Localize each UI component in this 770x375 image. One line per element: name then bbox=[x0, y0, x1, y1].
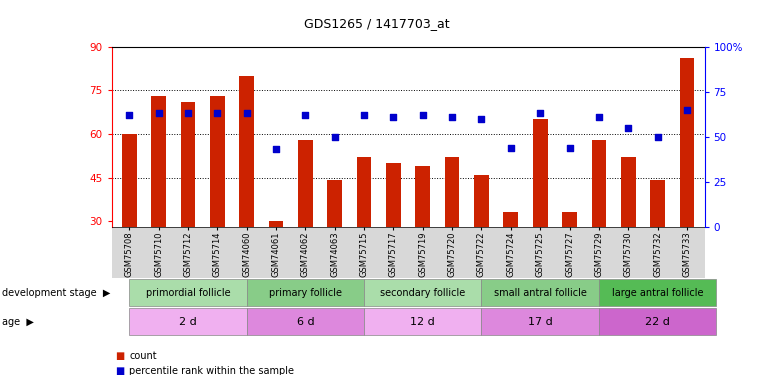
Text: secondary follicle: secondary follicle bbox=[380, 288, 465, 298]
Point bbox=[681, 107, 693, 113]
Point bbox=[270, 147, 282, 153]
Text: 6 d: 6 d bbox=[296, 317, 314, 327]
Bar bbox=[416, 166, 430, 308]
Text: 12 d: 12 d bbox=[410, 317, 435, 327]
Point bbox=[211, 111, 223, 117]
Bar bbox=[151, 96, 166, 308]
Text: ■: ■ bbox=[116, 366, 125, 375]
Bar bbox=[122, 134, 136, 308]
Bar bbox=[210, 96, 225, 308]
Point bbox=[534, 111, 547, 117]
Text: development stage  ▶: development stage ▶ bbox=[2, 288, 110, 298]
Text: primary follicle: primary follicle bbox=[269, 288, 342, 298]
Text: large antral follicle: large antral follicle bbox=[612, 288, 703, 298]
Bar bbox=[533, 120, 547, 308]
Text: primordial follicle: primordial follicle bbox=[146, 288, 230, 298]
Bar bbox=[327, 180, 342, 308]
Point bbox=[152, 111, 165, 117]
Point bbox=[622, 125, 634, 131]
Text: ■: ■ bbox=[116, 351, 125, 361]
Text: small antral follicle: small antral follicle bbox=[494, 288, 587, 298]
Bar bbox=[680, 58, 695, 308]
Point bbox=[564, 145, 576, 151]
Bar bbox=[269, 221, 283, 308]
Bar bbox=[504, 212, 518, 308]
Point bbox=[651, 134, 664, 140]
Bar bbox=[621, 157, 635, 308]
Point bbox=[329, 134, 341, 140]
Bar bbox=[386, 163, 400, 308]
Bar bbox=[357, 157, 371, 308]
Bar bbox=[650, 180, 665, 308]
Bar bbox=[474, 175, 489, 308]
Bar bbox=[445, 157, 460, 308]
Point bbox=[123, 112, 136, 118]
Point bbox=[387, 114, 400, 120]
Text: age  ▶: age ▶ bbox=[2, 317, 33, 327]
Point bbox=[358, 112, 370, 118]
Bar bbox=[239, 76, 254, 308]
Point bbox=[240, 111, 253, 117]
Point bbox=[182, 111, 194, 117]
Text: 22 d: 22 d bbox=[645, 317, 670, 327]
Text: 17 d: 17 d bbox=[527, 317, 553, 327]
Text: GDS1265 / 1417703_at: GDS1265 / 1417703_at bbox=[304, 17, 450, 30]
Point bbox=[446, 114, 458, 120]
Text: count: count bbox=[129, 351, 157, 361]
Bar bbox=[181, 102, 196, 308]
Point bbox=[417, 112, 429, 118]
Bar bbox=[591, 140, 606, 308]
Point bbox=[300, 112, 312, 118]
Point bbox=[593, 114, 605, 120]
Text: percentile rank within the sample: percentile rank within the sample bbox=[129, 366, 294, 375]
Bar bbox=[562, 212, 577, 308]
Text: 2 d: 2 d bbox=[179, 317, 197, 327]
Bar bbox=[298, 140, 313, 308]
Point bbox=[475, 116, 487, 122]
Point bbox=[504, 145, 517, 151]
